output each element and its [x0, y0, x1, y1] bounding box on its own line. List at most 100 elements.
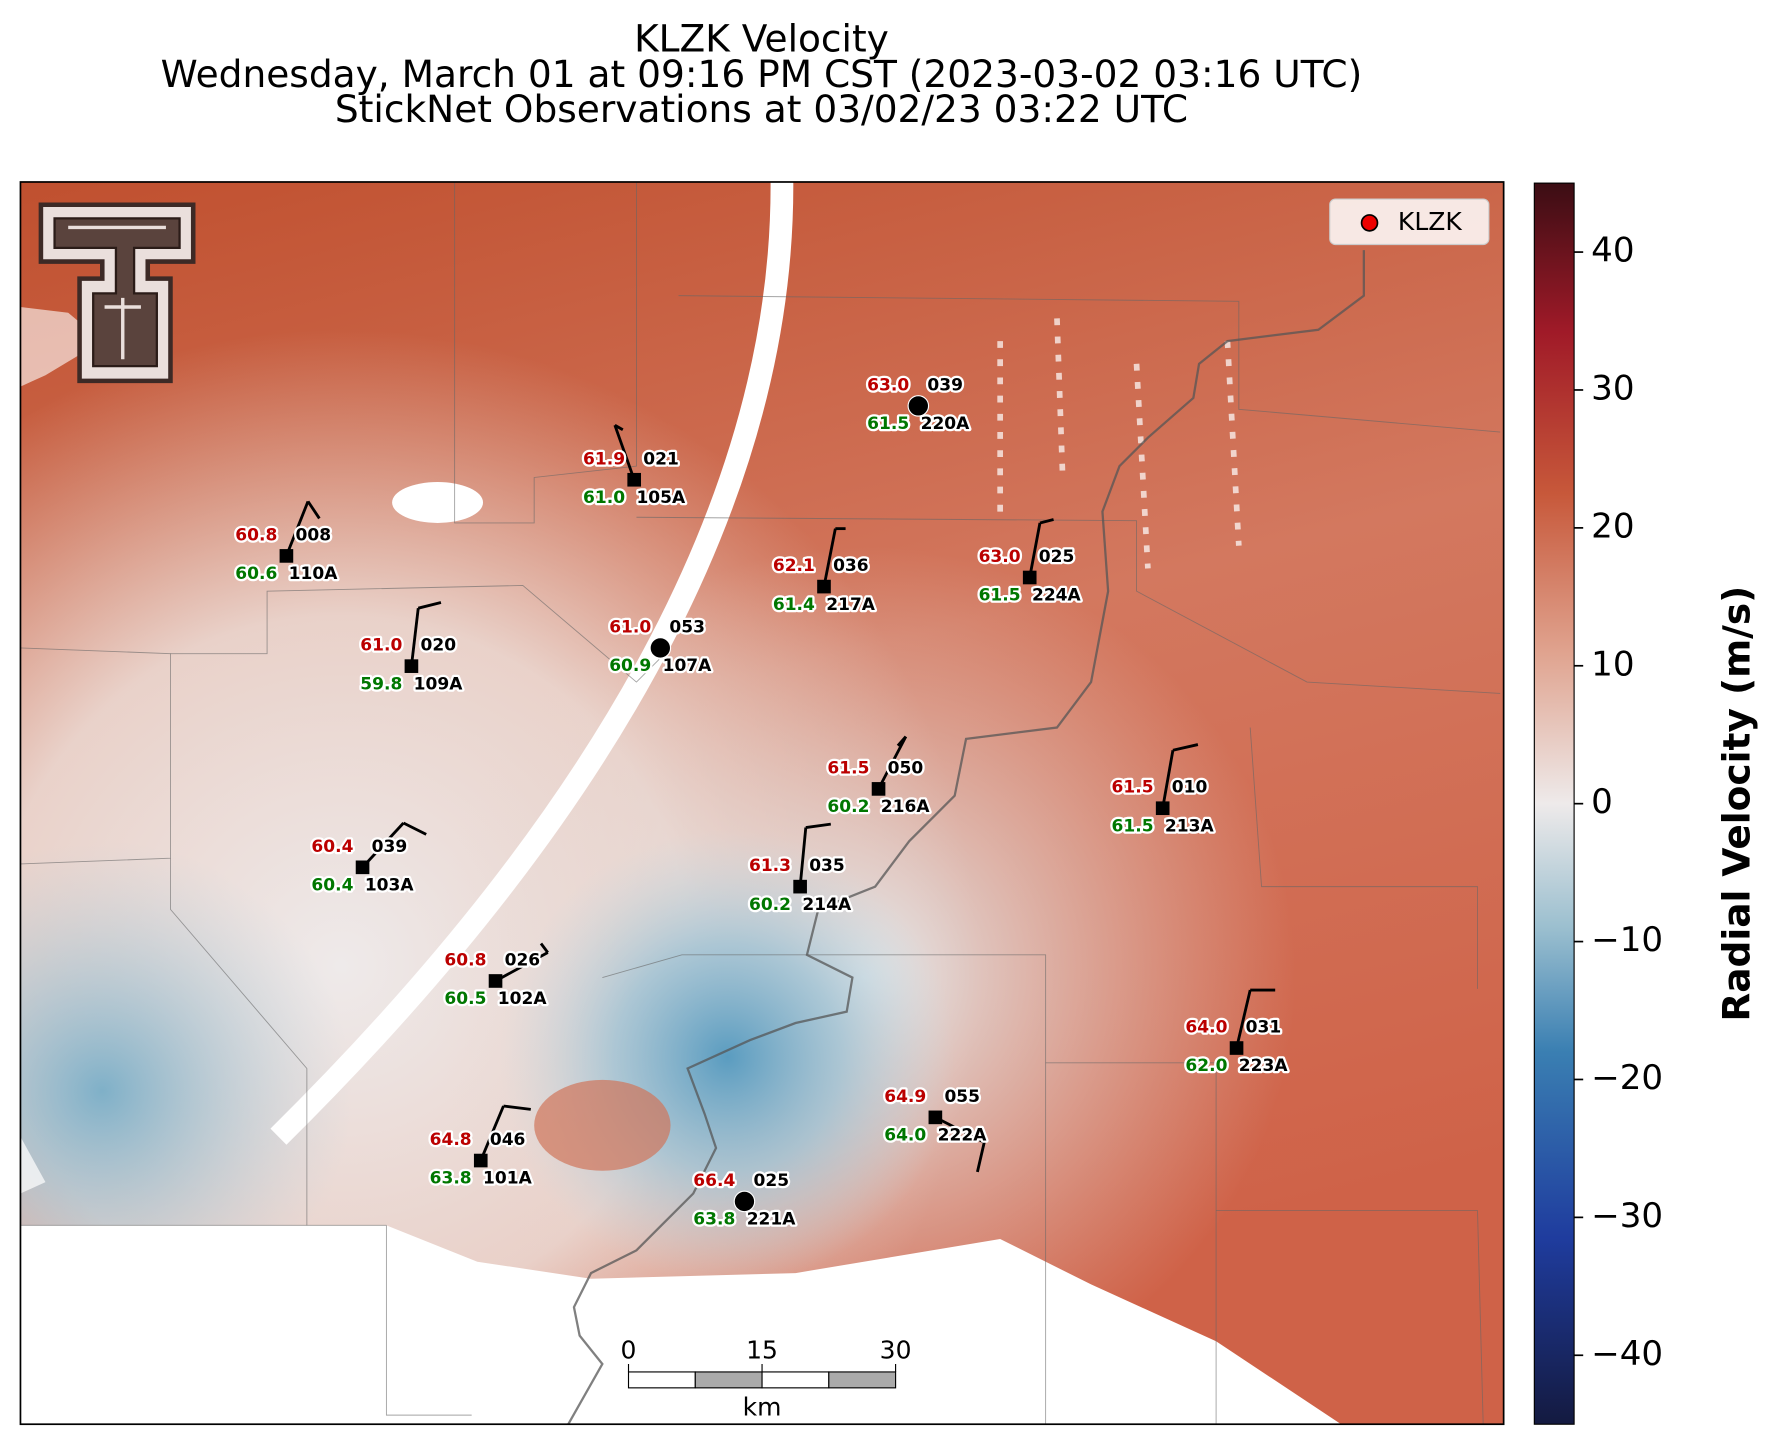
temperature: 66.4: [693, 1171, 735, 1191]
pressure: 026: [505, 951, 541, 971]
map-frame: [19, 181, 1505, 1426]
pressure: 010: [1172, 778, 1208, 798]
temperature: 63.0: [867, 375, 909, 395]
pressure: 035: [809, 856, 845, 876]
pressure: 021: [643, 449, 679, 469]
pressure: 046: [490, 1130, 526, 1150]
station-id: 224A: [1032, 586, 1082, 606]
pressure: 039: [927, 375, 963, 395]
station: 62.1 61.4 036 217A: [771, 527, 878, 617]
station: 60.8 60.5 026 102A: [442, 942, 550, 1011]
station-id: 107A: [663, 656, 713, 676]
no-data-streak: [997, 318, 1242, 569]
dewpoint: 61.0: [583, 488, 625, 508]
temperature: 61.3: [749, 856, 791, 876]
station: 63.0 61.5 025 224A: [976, 518, 1084, 608]
colorbar-tick-label: 30: [1591, 368, 1634, 408]
colorbar-tick-label: 10: [1591, 644, 1634, 684]
dewpoint: 60.9: [609, 656, 651, 676]
wind-barb-flag: [1039, 518, 1054, 525]
wind-barb-flag: [896, 735, 907, 747]
station: 61.3 60.2 035 214A: [747, 822, 854, 917]
dewpoint: 61.4: [773, 595, 815, 615]
wind-barb-staff: [613, 424, 636, 481]
colorbar-tick-label: 0: [1591, 782, 1613, 822]
temperature: 61.9: [583, 449, 625, 469]
temperature: 60.8: [444, 951, 486, 971]
station-id: 103A: [365, 876, 415, 896]
dewpoint: 63.8: [430, 1169, 472, 1189]
scale-bar: 0 15 30 km: [621, 1335, 912, 1421]
temperature: 64.8: [430, 1130, 472, 1150]
temperature: 64.9: [884, 1087, 926, 1107]
station-id: 220A: [921, 414, 971, 434]
station-marker: [404, 659, 419, 673]
colorbar-label: Radial Velocity (m/s): [1714, 586, 1758, 1022]
station-marker: [355, 860, 370, 875]
temperature: 60.8: [235, 525, 277, 545]
wind-barb-staff: [410, 608, 420, 667]
radar-patch: [534, 1079, 671, 1171]
dewpoint: 64.0: [884, 1126, 926, 1146]
scale-segment: [828, 1371, 897, 1389]
station-id: 214A: [802, 895, 852, 915]
pressure: 031: [1246, 1018, 1282, 1038]
wind-barb-staff: [934, 1116, 985, 1144]
station-marker: [817, 579, 831, 594]
station-id: 110A: [289, 564, 339, 584]
wind-barb-flag: [1172, 743, 1199, 752]
scale-segment: [694, 1371, 763, 1389]
no-data: [392, 482, 484, 523]
station: 64.9 64.0 055 222A: [882, 1085, 989, 1173]
station: 61.0 60.9 053 107A: [607, 615, 714, 678]
wind-barb-staff: [361, 822, 405, 869]
temperature: 61.0: [360, 636, 402, 656]
scale-segment: [627, 1371, 696, 1389]
pressure: 053: [669, 618, 705, 638]
temperature: 64.0: [1185, 1018, 1227, 1038]
station-id: 102A: [498, 989, 548, 1009]
colorbar-tick-label: −10: [1591, 920, 1663, 960]
pressure: 025: [1039, 547, 1075, 567]
wind-barb-staff: [798, 827, 808, 887]
title-line: Wednesday, March 01 at 09:16 PM CST (202…: [161, 52, 1363, 96]
station: 64.0 62.0 031 223A: [1183, 988, 1291, 1078]
dewpoint: 60.5: [444, 989, 486, 1009]
wind-barb-flag: [976, 1142, 986, 1173]
pressure: 020: [421, 636, 457, 656]
station-marker: [1155, 801, 1170, 816]
dewpoint: 63.8: [693, 1210, 735, 1230]
station: 61.5 60.2 050 216A: [825, 735, 933, 819]
station: 61.5 61.5 010 213A: [1109, 743, 1217, 839]
station-marker: [928, 1110, 943, 1125]
pressure: 036: [833, 556, 869, 576]
dewpoint: 60.6: [235, 564, 277, 584]
station-id: 213A: [1165, 816, 1215, 836]
station-plots: 63.0 61.5 039 220A 61.9 61.0 021 105A 60.8 60.6 00…: [233, 373, 1291, 1232]
wind-barb-staff: [1235, 989, 1252, 1049]
legend-label: KLZK: [1398, 207, 1462, 236]
station: 64.8 63.8 046 101A: [427, 1104, 535, 1191]
river: [567, 250, 1365, 1425]
temperature: 61.5: [827, 758, 869, 778]
wind-barb-flag: [805, 822, 832, 829]
wind-barb-staff: [1161, 750, 1175, 809]
station: 66.4 63.8 025 221A: [691, 1169, 798, 1232]
station-marker: [279, 549, 294, 563]
wind-barb-staff: [494, 951, 549, 983]
temperature: 61.0: [609, 618, 651, 638]
station: 61.0 59.8 020 109A: [358, 601, 466, 697]
temperature: 63.0: [979, 547, 1021, 567]
dewpoint: 60.2: [749, 895, 791, 915]
dewpoint: 59.8: [360, 674, 402, 694]
dewpoint: 60.2: [827, 797, 869, 817]
station-id: 216A: [881, 797, 931, 817]
station-marker: [793, 879, 807, 894]
station-marker: [473, 1153, 488, 1168]
wind-barb-flag: [306, 500, 321, 520]
station-marker: [627, 472, 642, 487]
colorbar-tick-label: −40: [1591, 1334, 1663, 1374]
station-marker: [649, 637, 672, 659]
wind-barb-flag: [614, 423, 624, 431]
